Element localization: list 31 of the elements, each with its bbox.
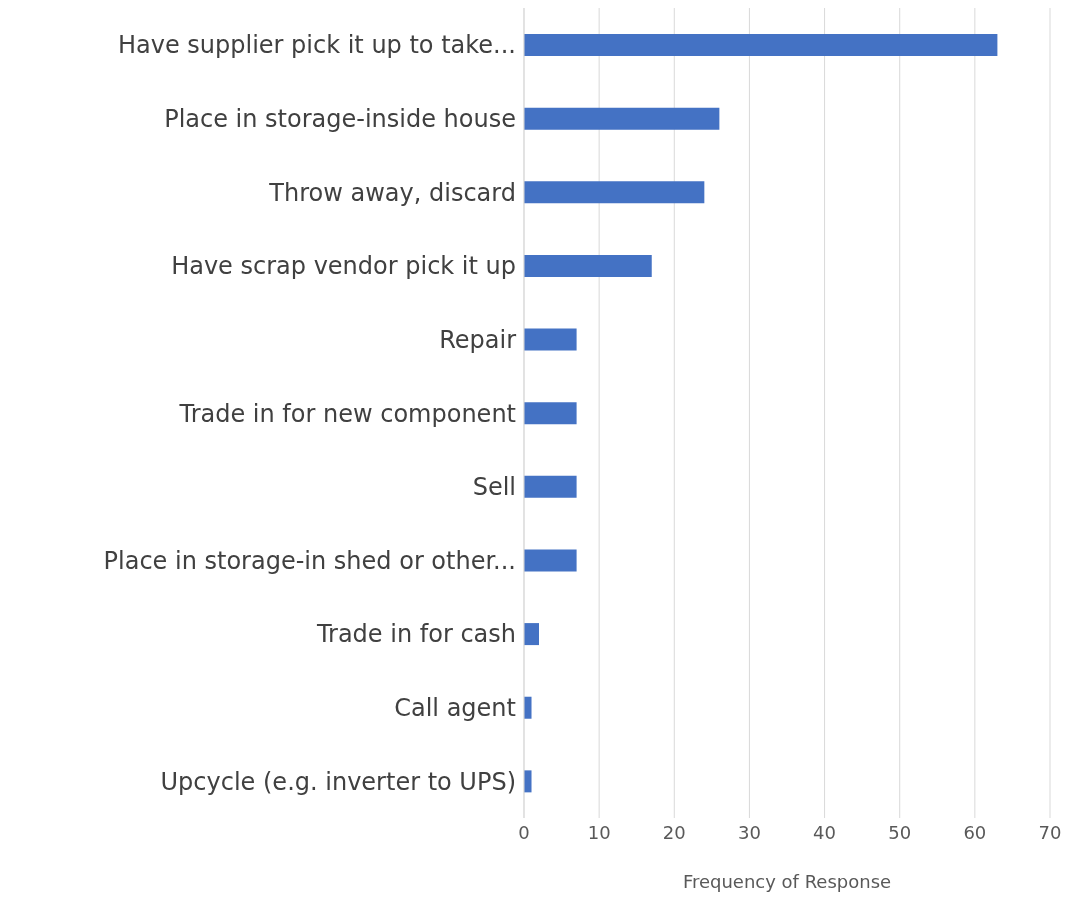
- bar: [524, 328, 577, 351]
- bar: [524, 623, 540, 646]
- bar: [524, 107, 720, 130]
- y-tick-label: Place in storage-inside house: [164, 104, 516, 133]
- bar: [524, 696, 532, 719]
- x-tick-label: 0: [518, 821, 530, 843]
- bar: [524, 181, 705, 204]
- x-tick-label: 70: [1038, 821, 1062, 843]
- y-tick-label: Trade in for new component: [178, 399, 516, 428]
- bar: [524, 402, 577, 425]
- x-tick-label: 30: [737, 821, 761, 843]
- y-tick-label: Have scrap vendor pick it up: [171, 252, 516, 281]
- y-tick-label: Trade in for cash: [315, 620, 516, 649]
- y-tick-label: Upcycle (e.g. inverter to UPS): [160, 767, 516, 796]
- y-tick-label: Have supplier pick it up to take...: [117, 31, 516, 60]
- bar: [524, 254, 652, 277]
- y-tick-label: Throw away, discard: [268, 178, 516, 207]
- bar: [524, 770, 532, 793]
- y-tick-label: Place in storage-in shed or other...: [103, 546, 516, 575]
- x-tick-label: 50: [888, 821, 912, 843]
- y-tick-label: Sell: [472, 473, 516, 502]
- bar: [524, 549, 577, 572]
- x-tick-label: 10: [587, 821, 611, 843]
- y-tick-label: Repair: [439, 325, 517, 354]
- bar: [524, 475, 577, 498]
- y-tick-label: Call agent: [394, 694, 516, 723]
- x-tick-label: 20: [662, 821, 686, 843]
- bar: [524, 34, 998, 56]
- x-tick-label: 60: [963, 821, 987, 843]
- x-axis-title: Frequency of Response: [682, 871, 892, 892]
- x-tick-label: 40: [813, 821, 837, 843]
